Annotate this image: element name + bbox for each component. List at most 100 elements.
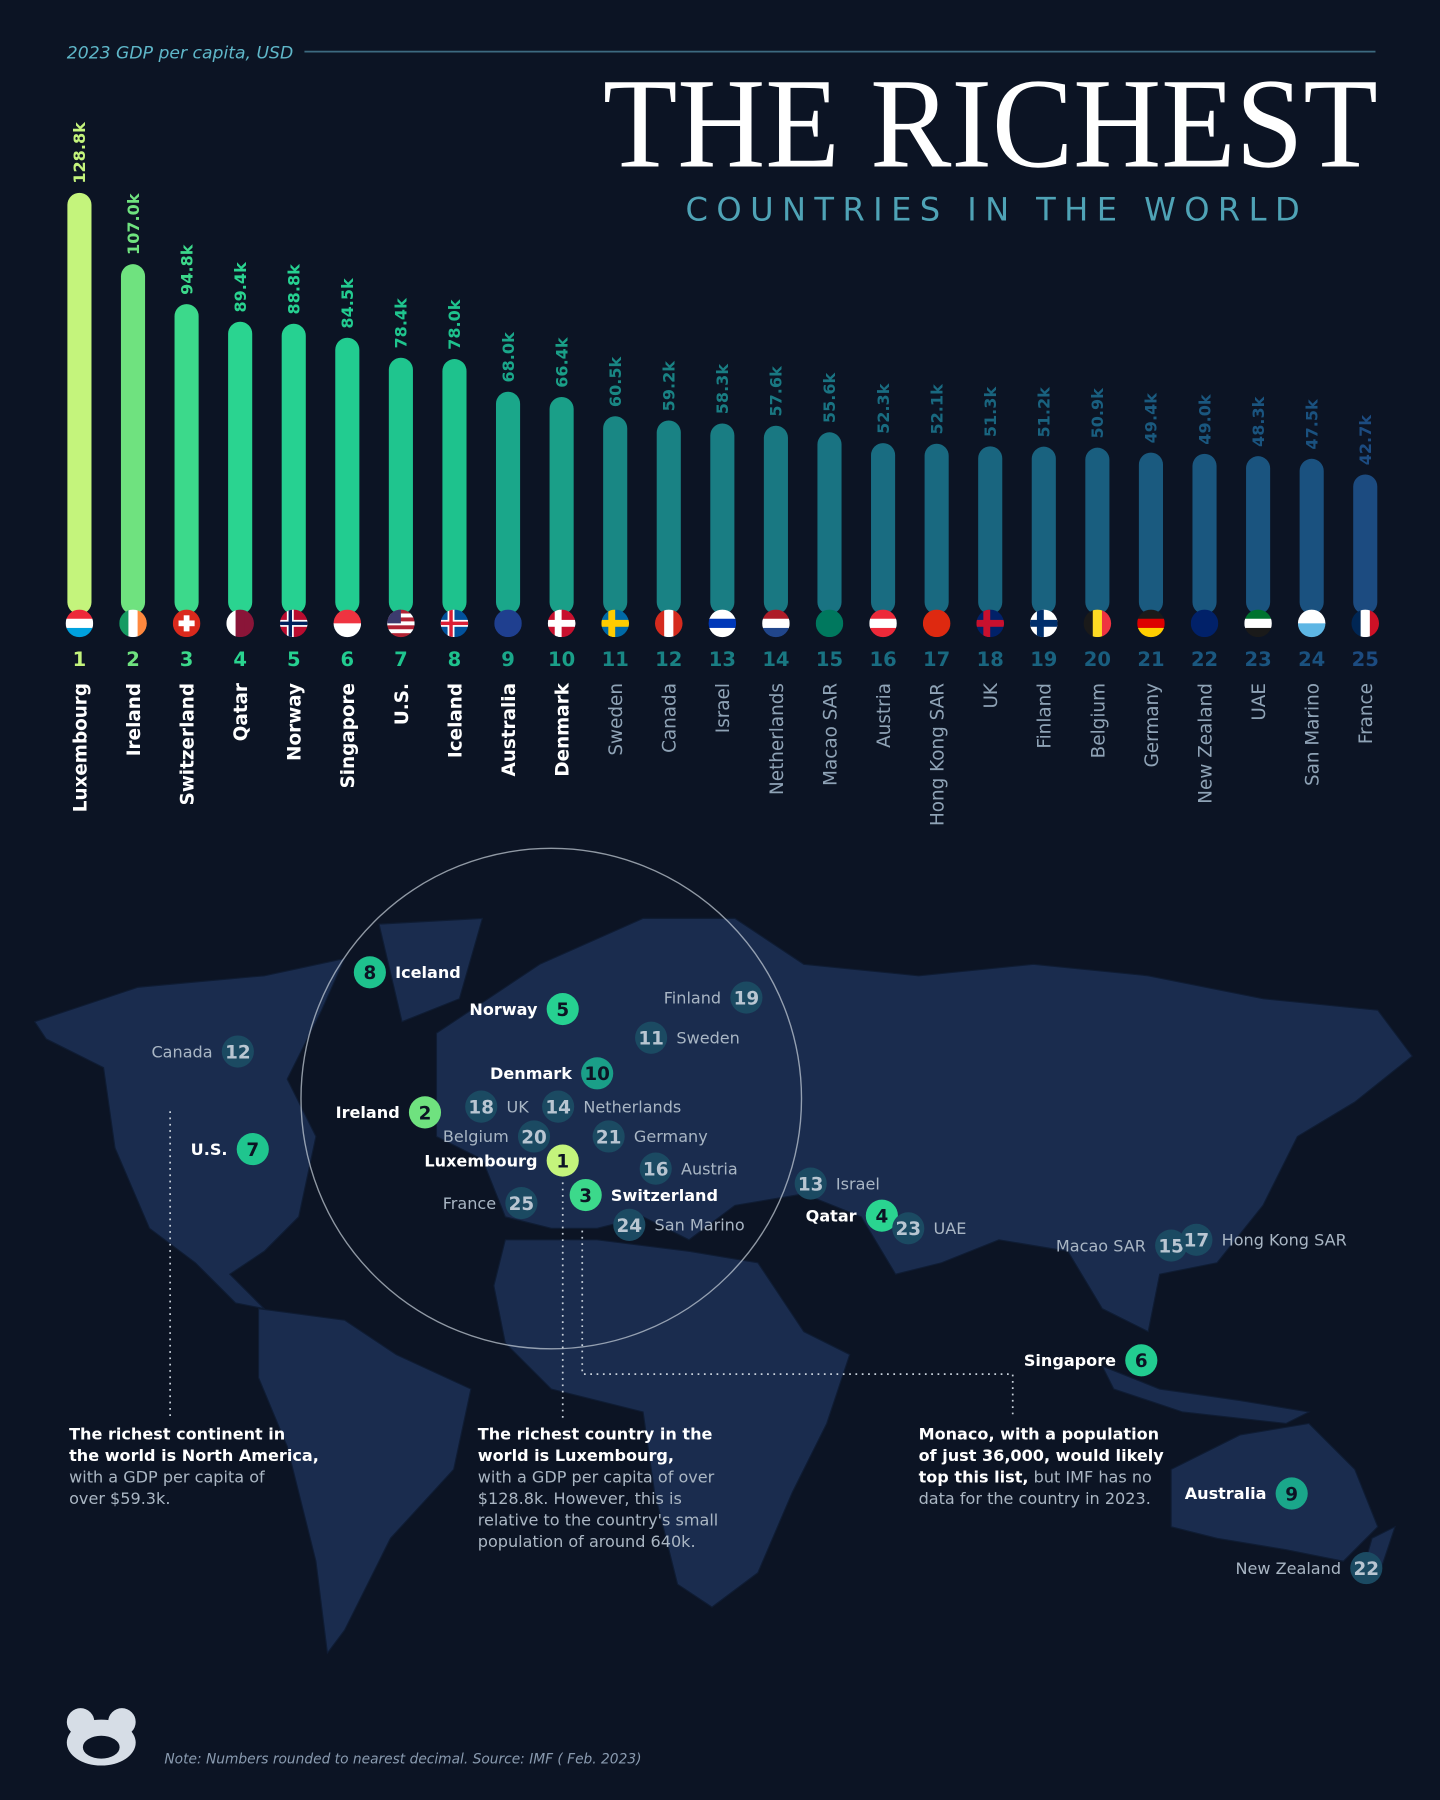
marker-rank: 7 (246, 1140, 259, 1161)
flag (1030, 609, 1058, 638)
flag (172, 609, 201, 638)
rank-label: 20 (1084, 648, 1111, 671)
flag-stripe (708, 618, 737, 629)
marker-dot (505, 1186, 538, 1220)
annotation: The richest country in the world is Luxem… (478, 1425, 718, 1551)
marker-label: Denmark (490, 1064, 572, 1083)
marker-rank: 6 (1135, 1351, 1148, 1372)
category-label: Netherlands (767, 683, 788, 795)
flag-cross (178, 620, 195, 627)
value-label: 57.6k (767, 366, 786, 417)
marker-label: Israel (836, 1174, 880, 1193)
rank-label: 5 (287, 648, 301, 671)
flag-cross (547, 621, 576, 626)
indonesia (1101, 1364, 1311, 1425)
bar (549, 396, 574, 615)
marker-rank: 4 (875, 1207, 888, 1228)
bar (388, 357, 413, 615)
greenland (378, 917, 484, 1023)
marker-rank: 9 (1285, 1484, 1298, 1505)
annotation-text: with a GDP per capita of (69, 1467, 265, 1486)
map-marker: 22 New Zealand (1235, 1552, 1383, 1585)
bar (174, 304, 199, 615)
flag-stripe (1244, 627, 1272, 638)
map-marker: 14 Netherlands (542, 1090, 681, 1123)
marker-rank: 17 (1184, 1231, 1210, 1252)
flag-stripe (869, 618, 897, 629)
rank-label: 19 (1030, 648, 1057, 671)
marker-dot (794, 1167, 827, 1200)
marker-dot (1350, 1552, 1383, 1585)
value-label: 60.5k (606, 356, 625, 407)
value-label: 66.4k (552, 337, 571, 388)
rank-label: 25 (1352, 648, 1379, 671)
map-marker: 6 Singapore (1024, 1344, 1158, 1377)
flag-cross (601, 621, 629, 626)
bar (228, 321, 253, 615)
value-label: 128.8k (70, 122, 89, 184)
flag-stripe (333, 623, 362, 638)
rank-label: 8 (448, 648, 462, 671)
eurasia (435, 917, 1414, 1333)
marker-rank: 10 (584, 1064, 610, 1085)
category-label: Qatar (231, 683, 252, 741)
marker-label: Singapore (1024, 1351, 1116, 1370)
flag (815, 609, 844, 638)
flag-stripe (1360, 609, 1371, 638)
rank-label: 6 (341, 648, 355, 671)
annotation-text: The richest country in the (478, 1425, 713, 1444)
annotation-text: world is Luxembourg, (478, 1446, 674, 1465)
rank-label: 1 (73, 648, 87, 671)
map-marker: 4 Qatar (806, 1199, 898, 1232)
rank-label: 11 (602, 648, 629, 671)
rank-label: 16 (869, 648, 896, 671)
bar (603, 416, 628, 615)
category-label: Canada (660, 683, 681, 753)
flag-stripe (664, 609, 674, 638)
marker-rank: 22 (1354, 1559, 1380, 1580)
value-label: 107.0k (124, 193, 143, 255)
annotation-text: data for the country in 2023. (919, 1489, 1151, 1508)
flag-stripe (1244, 609, 1272, 620)
category-label: San Marino (1303, 683, 1324, 786)
value-label: 47.5k (1302, 399, 1321, 450)
flag-stripe (654, 609, 665, 638)
flag-stripe (1244, 618, 1272, 629)
category-label: Switzerland (177, 683, 198, 805)
value-label: 51.2k (1035, 387, 1054, 438)
value-label: 51.3k (981, 387, 1000, 438)
rank-label: 13 (709, 648, 736, 671)
annotation: The richest continent in the world is Nor… (69, 1425, 319, 1508)
bar (1192, 453, 1217, 615)
flag (226, 609, 254, 638)
map-marker: 25 France (443, 1186, 538, 1220)
flag (440, 609, 469, 638)
map-marker: 1 Luxembourg (424, 1144, 579, 1177)
flag-stripe (1083, 609, 1094, 638)
map-marker: 5 Norway (469, 992, 579, 1026)
marker-label: Macao SAR (1056, 1236, 1146, 1255)
leader-lines (169, 1111, 1014, 1418)
value-label: 89.4k (231, 262, 250, 313)
flag-stripe (1092, 609, 1103, 638)
annotation-text: The richest continent in (69, 1425, 285, 1444)
bar (978, 446, 1003, 615)
bar (763, 425, 788, 615)
bar (656, 420, 681, 615)
annotation: Monaco, with a population of just 36,000,… (919, 1425, 1165, 1508)
bar (442, 359, 467, 615)
flag-stripe (869, 609, 897, 620)
bar (281, 323, 306, 615)
flag-stripe (333, 609, 362, 624)
annotation-text: relative to the country's small (478, 1510, 718, 1529)
flag (762, 609, 790, 638)
marker-rank: 21 (596, 1127, 622, 1148)
annotation-text: population of around 640k. (478, 1532, 696, 1551)
flag-cross (976, 621, 1004, 626)
bar (1085, 447, 1110, 615)
marker-label: Canada (151, 1042, 212, 1061)
bar (924, 443, 949, 615)
map-marker: 10 Denmark (490, 1057, 614, 1090)
annotation-text: over $59.3k. (69, 1489, 170, 1508)
